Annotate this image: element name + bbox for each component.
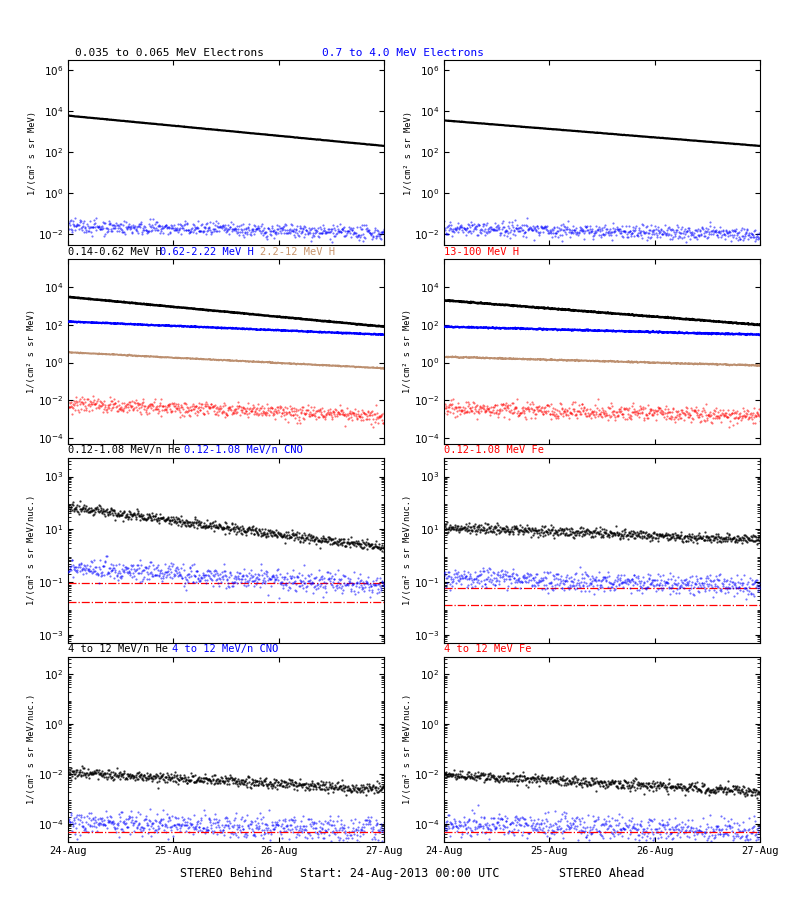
Text: 0.035 to 0.065 MeV Electrons: 0.035 to 0.065 MeV Electrons [74,48,264,58]
Y-axis label: 1/(cm² s sr MeV/nuc.): 1/(cm² s sr MeV/nuc.) [27,495,36,606]
Text: 0.7 to 4.0 MeV Electrons: 0.7 to 4.0 MeV Electrons [322,48,484,58]
Text: STEREO Behind: STEREO Behind [180,868,272,880]
Text: 13-100 MeV H: 13-100 MeV H [444,247,519,256]
Text: 4 to 12 MeV Fe: 4 to 12 MeV Fe [444,644,531,654]
Y-axis label: 1/(cm² s sr MeV): 1/(cm² s sr MeV) [27,111,37,194]
Text: 0.14-0.62 MeV H: 0.14-0.62 MeV H [68,247,162,256]
Y-axis label: 1/(cm² s sr MeV/nuc.): 1/(cm² s sr MeV/nuc.) [403,694,412,805]
Text: 0.62-2.22 MeV H: 0.62-2.22 MeV H [160,247,254,256]
Text: 0.12-1.08 MeV/n He: 0.12-1.08 MeV/n He [68,446,181,455]
Text: Start: 24-Aug-2013 00:00 UTC: Start: 24-Aug-2013 00:00 UTC [300,868,500,880]
Y-axis label: 1/(cm² s sr MeV): 1/(cm² s sr MeV) [403,111,413,194]
Text: 4 to 12 MeV/n He: 4 to 12 MeV/n He [68,644,168,654]
Y-axis label: 1/(cm² s sr MeV/nuc.): 1/(cm² s sr MeV/nuc.) [27,694,36,805]
Text: 0.12-1.08 MeV/n CNO: 0.12-1.08 MeV/n CNO [184,446,302,455]
Y-axis label: 1/(cm² s sr MeV): 1/(cm² s sr MeV) [27,310,36,393]
Text: STEREO Ahead: STEREO Ahead [559,868,645,880]
Y-axis label: 1/(cm² s sr MeV/nuc.): 1/(cm² s sr MeV/nuc.) [403,495,412,606]
Text: 4 to 12 MeV/n CNO: 4 to 12 MeV/n CNO [172,644,278,654]
Text: 0.12-1.08 MeV Fe: 0.12-1.08 MeV Fe [444,446,544,455]
Y-axis label: 1/(cm² s sr MeV): 1/(cm² s sr MeV) [403,310,412,393]
Text: 2.2-12 MeV H: 2.2-12 MeV H [260,247,335,256]
